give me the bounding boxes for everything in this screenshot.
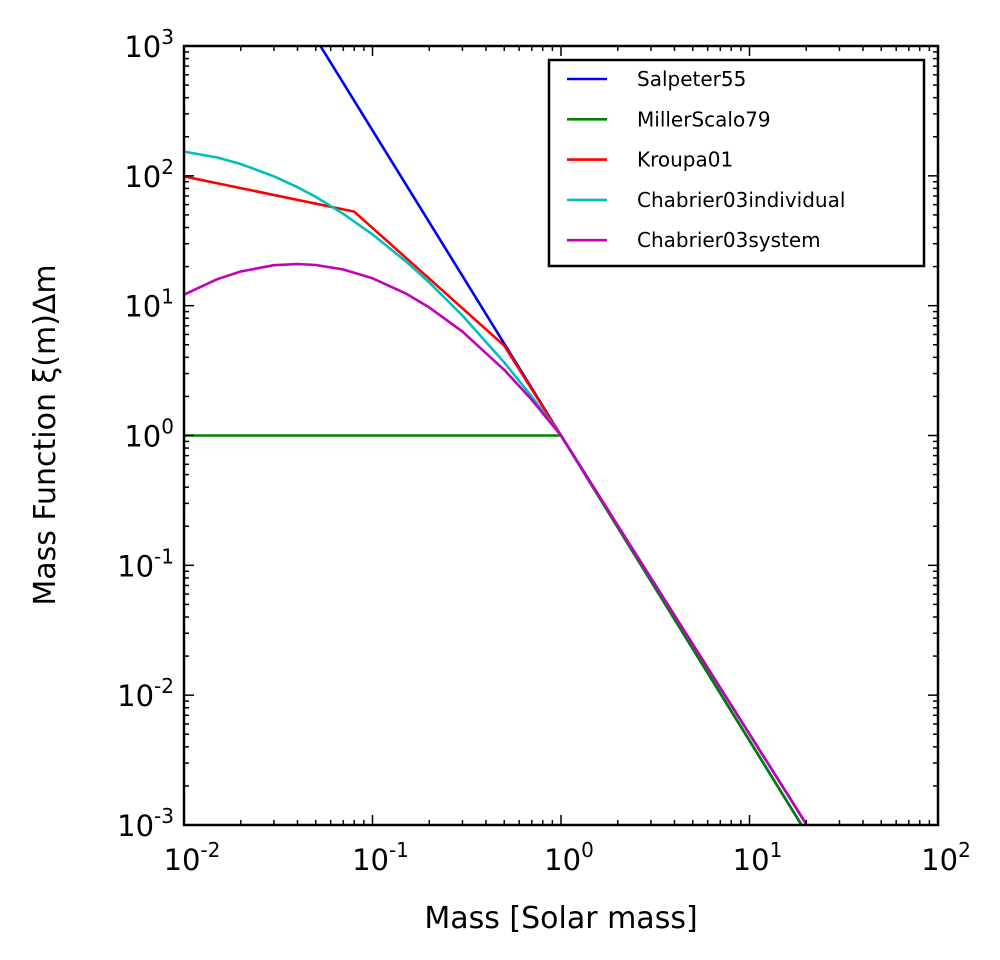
legend-label: Salpeter55 xyxy=(637,67,746,91)
series-layer xyxy=(184,46,808,825)
x-tick-label: 10-1 xyxy=(352,838,409,877)
y-tick-label: 100 xyxy=(124,415,174,454)
y-tick-label: 10-2 xyxy=(117,674,174,713)
legend-label: Chabrier03system xyxy=(637,228,821,252)
legend-label: Kroupa01 xyxy=(637,148,733,172)
x-tick-label: 10-2 xyxy=(164,838,221,877)
y-tick-label: 101 xyxy=(124,285,174,324)
x-tick-label: 102 xyxy=(921,838,971,877)
legend-box xyxy=(547,58,926,268)
y-tick-label: 103 xyxy=(124,25,174,64)
x-tick-label: 100 xyxy=(544,838,594,877)
x-tick-label: 101 xyxy=(733,838,783,877)
y-tick-label: 10-3 xyxy=(117,804,174,843)
tick-labels: 10-2 10-1 100 101 10210-310-210-110010110210… xyxy=(117,25,971,877)
ticks-layer xyxy=(183,45,939,826)
y-tick-label: 10-1 xyxy=(117,544,174,583)
y-tick-label: 102 xyxy=(124,155,174,194)
series-line-chabrier03system xyxy=(184,262,808,825)
legend: Salpeter55 MillerScalo79 Kroupa01 Chabrier0… xyxy=(547,58,926,268)
legend-label: MillerScalo79 xyxy=(637,107,771,131)
legend-label: Chabrier03individual xyxy=(637,188,845,212)
x-axis-label: Mass [Solar mass] xyxy=(424,901,697,936)
y-axis-label: Mass Function ξ(m)Δm xyxy=(28,264,63,605)
series-line-kroupa01 xyxy=(184,175,808,825)
series-line-millerscalo79 xyxy=(184,434,803,825)
